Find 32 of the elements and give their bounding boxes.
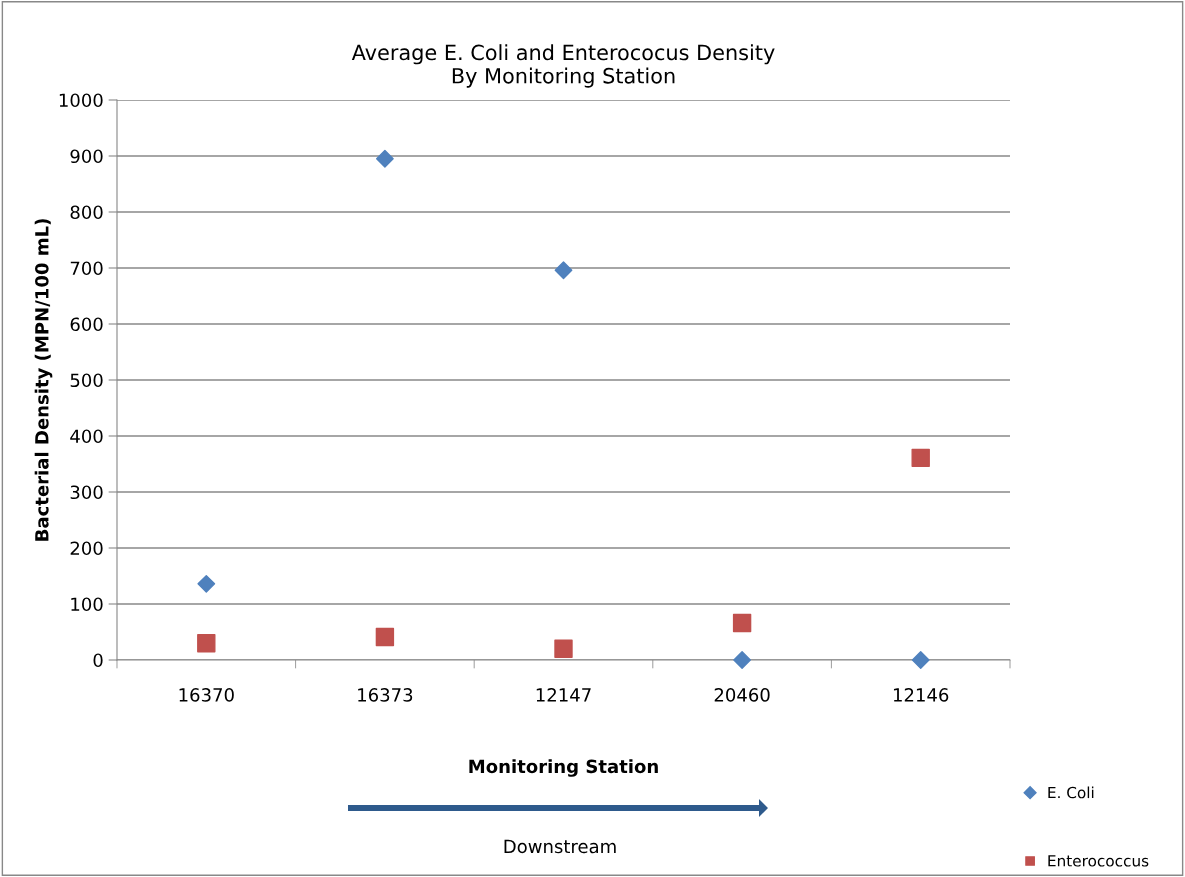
point (732, 613, 752, 633)
y-tick-label: 0 (93, 653, 103, 668)
x-axis-title: Monitoring Station (469, 759, 658, 777)
x-tick-label: 12147 (536, 688, 591, 702)
y-tick-label: 500 (70, 373, 103, 388)
x-tick-label: 16370 (179, 688, 234, 702)
x-tick-label: 16373 (358, 688, 413, 702)
point (197, 633, 216, 653)
y-axis-title: Bacterial Density (MPN/100 mL) (34, 219, 53, 541)
chart-title: Average E. Coli and Enterococus Density By Monitoring Station (351, 44, 775, 88)
y-tick-label: 600 (70, 317, 103, 332)
x-tick-label: 12146 (893, 688, 949, 702)
y-tick-label: 800 (70, 205, 103, 220)
point (911, 448, 930, 468)
point (375, 149, 394, 168)
point (197, 574, 216, 593)
legend-label: Enterococcus (1048, 855, 1149, 867)
point (911, 651, 930, 669)
x-tick-label: 20460 (714, 688, 770, 702)
y-tick-label: 100 (71, 597, 103, 612)
y-tick-label: 1000 (59, 93, 103, 108)
y-tick-label: 900 (70, 149, 103, 164)
text: Downstream (504, 839, 616, 854)
point (733, 651, 752, 669)
legend-label: E. Coli (1048, 786, 1094, 799)
y-tick-label: 300 (70, 485, 103, 500)
y-tick-label: 400 (70, 429, 103, 444)
y-tick-label: 700 (70, 261, 103, 276)
point (375, 627, 395, 647)
point (554, 639, 573, 659)
y-tick-label: 200 (70, 541, 103, 556)
point (554, 261, 573, 280)
